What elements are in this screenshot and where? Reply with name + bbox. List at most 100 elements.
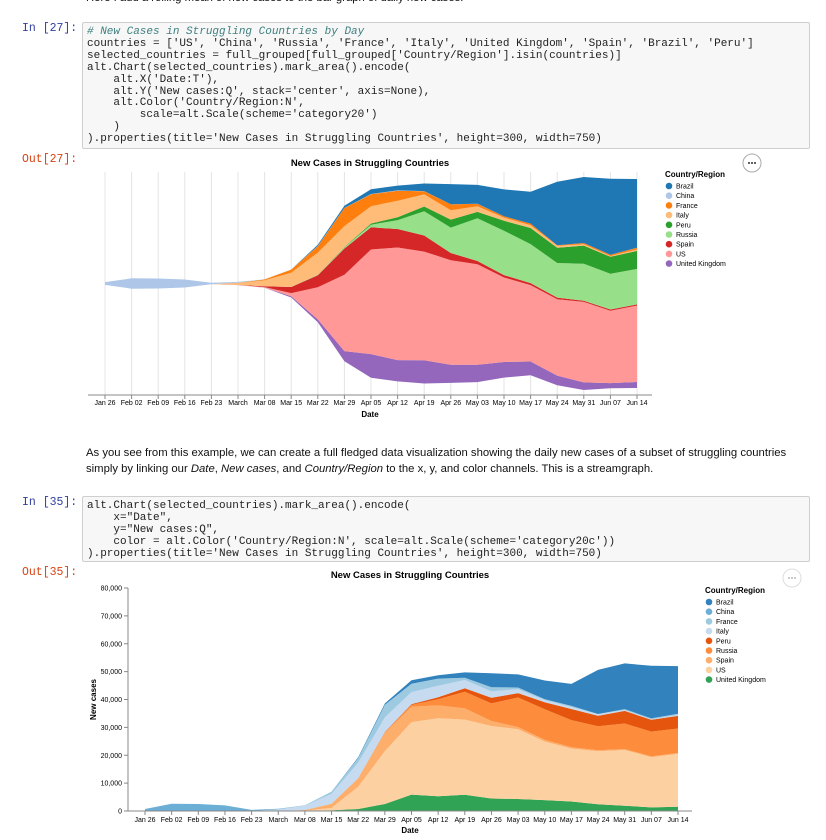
- actions-dot: [794, 577, 796, 579]
- code-cell[interactable]: # New Cases in Struggling Countries by D…: [82, 22, 810, 149]
- legend-label: Spain: [676, 242, 694, 249]
- x-tick-label: Mar 15: [321, 817, 343, 824]
- code-line: selected_countries = full_grouped[full_g…: [87, 49, 622, 62]
- code-cell[interactable]: alt.Chart(selected_countries).mark_area(…: [82, 496, 810, 562]
- legend-label: US: [676, 251, 686, 258]
- legend-label: Peru: [676, 222, 691, 229]
- x-tick-label: March: [228, 400, 248, 407]
- y-tick-label: 30,000: [101, 725, 123, 732]
- code-line: alt.Y('New cases:Q', stack='center', axi…: [87, 85, 431, 98]
- legend-swatch: [705, 637, 713, 645]
- legend-label: Russia: [676, 232, 698, 239]
- markdown-text: As you see from this example, we can cre…: [86, 445, 816, 477]
- legend-swatch: [665, 202, 673, 209]
- legend-label: US: [716, 667, 726, 674]
- x-tick-label: March: [269, 817, 289, 824]
- code-line: color = alt.Color('Country/Region:N', sc…: [87, 535, 616, 548]
- code-line: alt.Chart(selected_countries).mark_area(…: [87, 500, 411, 512]
- code-line: alt.Color('Country/Region:N',: [87, 97, 305, 110]
- x-tick-label: May 10: [533, 817, 556, 824]
- legend-title: Country/Region: [665, 170, 725, 179]
- x-tick-label: Feb 23: [201, 400, 223, 407]
- x-tick-label: Apr 19: [454, 817, 475, 824]
- output-prompt: Out[27]:: [22, 153, 78, 166]
- x-tick-label: Mar 22: [347, 817, 369, 824]
- area: [105, 194, 637, 289]
- legend-label: Brazil: [676, 184, 694, 191]
- x-tick-label: Mar 29: [374, 817, 396, 824]
- x-tick-label: Mar 22: [307, 400, 329, 407]
- y-axis-title: New cases: [89, 678, 98, 719]
- x-axis-title: Date: [361, 410, 379, 419]
- area: [105, 247, 637, 384]
- code-line: ): [87, 121, 121, 134]
- x-tick-label: Mar 08: [254, 400, 276, 407]
- x-tick-label: Mar 15: [280, 400, 302, 407]
- y-tick-label: 60,000: [101, 641, 123, 648]
- legend-swatch: [705, 618, 713, 625]
- text-run: ,: [214, 463, 222, 475]
- legend-swatch: [665, 250, 673, 258]
- x-axis-title: Date: [401, 826, 419, 835]
- text-run: Date: [190, 463, 215, 475]
- x-tick-label: May 31: [572, 400, 595, 407]
- legend-swatch: [665, 231, 673, 238]
- x-tick-label: Jan 26: [134, 817, 155, 824]
- chart-title: New Cases in Struggling Countries: [291, 158, 449, 169]
- code-line: alt.Chart(selected_countries).mark_area(…: [87, 61, 411, 74]
- legend-swatch: [665, 260, 673, 267]
- y-tick-label: 40,000: [101, 697, 123, 704]
- legend-label: China: [716, 609, 734, 616]
- legend-label: France: [716, 619, 738, 626]
- legend-label: France: [676, 203, 698, 210]
- x-tick-label: Apr 26: [481, 817, 502, 824]
- x-tick-label: Feb 02: [161, 817, 183, 824]
- area: [105, 284, 637, 390]
- actions-dot: [751, 162, 753, 164]
- text-run: New cases: [221, 463, 277, 475]
- area: [105, 227, 637, 311]
- y-tick-label: 70,000: [101, 613, 123, 620]
- x-tick-label: Apr 05: [361, 400, 382, 407]
- legend-label: United Kingdom: [716, 677, 766, 684]
- legend-swatch: [705, 608, 713, 615]
- y-tick-label: 10,000: [101, 781, 123, 788]
- x-tick-label: Jan 26: [94, 400, 115, 407]
- text-run: Country/Region: [304, 463, 384, 475]
- actions-dot: [791, 577, 793, 579]
- x-tick-label: Jun 14: [667, 817, 688, 824]
- x-tick-label: Mar 08: [294, 817, 316, 824]
- x-tick-label: May 17: [560, 817, 583, 824]
- y-tick-label: 0: [118, 809, 122, 816]
- code-line: ).properties(title='New Cases in Struggl…: [87, 547, 602, 560]
- legend-label: Russia: [716, 648, 738, 655]
- x-tick-label: May 10: [493, 400, 516, 407]
- y-tick-label: 50,000: [101, 669, 123, 676]
- actions-dot: [788, 577, 790, 579]
- chart: Jan 26 Feb 02 Feb 09 Feb 16 Feb 23 March Mar 0…: [88, 153, 762, 419]
- legend-swatch: [705, 647, 713, 654]
- legend-swatch: [705, 676, 713, 683]
- x-tick-label: Jun 07: [641, 817, 662, 824]
- x-tick-label: Mar 29: [334, 400, 356, 407]
- legend-label: United Kingdom: [676, 261, 726, 268]
- legend-swatch: [665, 192, 673, 199]
- legend-label: Brazil: [716, 600, 734, 607]
- y-tick-label: 20,000: [101, 753, 123, 760]
- actions-dot: [754, 162, 756, 164]
- legend-label: Italy: [676, 213, 689, 220]
- x-tick-label: May 17: [519, 400, 542, 407]
- legend-swatch: [705, 666, 713, 674]
- actions-dot: [748, 162, 750, 164]
- legend-swatch: [665, 221, 673, 229]
- text-run: to the x, y, and color channels. This is…: [383, 463, 654, 475]
- chart-title: New Cases in Struggling Countries: [331, 570, 489, 581]
- x-tick-label: Apr 19: [414, 400, 435, 407]
- area: [105, 190, 637, 289]
- code-line: # New Cases in Struggling Countries by D…: [87, 26, 365, 38]
- x-tick-label: Feb 02: [121, 400, 143, 407]
- x-tick-label: Jun 07: [600, 400, 621, 407]
- x-tick-label: Feb 23: [241, 817, 263, 824]
- legend-swatch: [705, 656, 713, 664]
- legend-swatch: [705, 627, 713, 635]
